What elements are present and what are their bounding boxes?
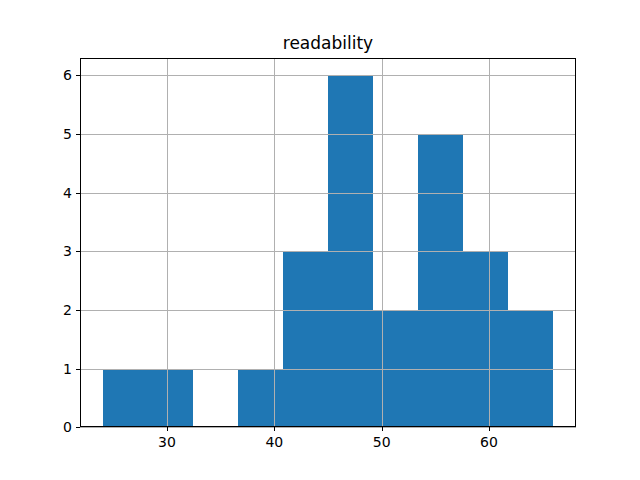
y-tick-mark — [76, 193, 80, 194]
histogram-bar — [463, 251, 508, 427]
y-tick-label: 4 — [63, 186, 72, 200]
x-gridline — [274, 58, 275, 428]
y-tick-label: 2 — [63, 303, 72, 317]
x-gridline — [167, 58, 168, 428]
histogram-bar — [148, 369, 193, 428]
y-tick-mark — [76, 310, 80, 311]
histogram-bar — [283, 251, 328, 427]
y-tick-mark — [76, 251, 80, 252]
x-tick-label: 60 — [480, 435, 498, 449]
y-tick-label: 3 — [63, 244, 72, 258]
x-gridline — [489, 58, 490, 428]
y-tick-mark — [76, 134, 80, 135]
y-gridline — [80, 369, 576, 370]
x-tick-label: 30 — [158, 435, 176, 449]
y-tick-mark — [76, 427, 80, 428]
x-tick-label: 50 — [373, 435, 391, 449]
x-tick-mark — [274, 427, 275, 431]
y-gridline — [80, 193, 576, 194]
x-tick-mark — [382, 427, 383, 431]
x-tick-mark — [489, 427, 490, 431]
y-tick-label: 0 — [63, 420, 72, 434]
x-tick-mark — [167, 427, 168, 431]
y-tick-mark — [76, 75, 80, 76]
y-gridline — [80, 134, 576, 135]
histogram-bar — [418, 134, 463, 427]
figure: readability 30 40 50 60 0 1 2 3 4 5 6 — [0, 0, 640, 480]
histogram-bar — [103, 369, 148, 428]
chart-title: readability — [80, 34, 576, 53]
plot-area — [80, 58, 576, 428]
x-gridline — [382, 58, 383, 428]
histogram-bar — [238, 369, 283, 428]
y-gridline — [80, 427, 576, 428]
y-gridline — [80, 251, 576, 252]
y-gridline — [80, 75, 576, 76]
y-gridline — [80, 310, 576, 311]
y-tick-mark — [76, 369, 80, 370]
x-tick-label: 40 — [265, 435, 283, 449]
y-tick-label: 5 — [63, 127, 72, 141]
y-tick-label: 1 — [63, 362, 72, 376]
y-tick-label: 6 — [63, 68, 72, 82]
